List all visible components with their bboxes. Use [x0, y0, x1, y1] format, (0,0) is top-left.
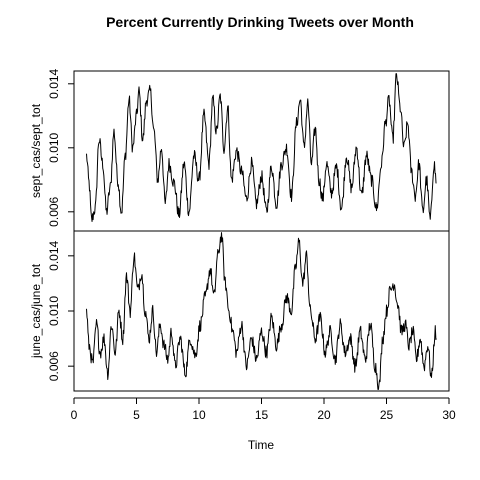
- x-tick-label: 30: [442, 408, 456, 422]
- y-tick-label: 0.014: [47, 240, 61, 270]
- y-tick-label: 0.010: [47, 296, 61, 326]
- y-tick-label: 0.006: [47, 351, 61, 381]
- y-axis-label: june_cas/june_tot: [29, 263, 43, 359]
- x-tick-label: 5: [133, 408, 140, 422]
- x-tick-label: 10: [192, 408, 206, 422]
- panel-1: 0.006 0.010 0.014 sept_cas/sept_tot: [29, 68, 450, 232]
- series-line: [86, 232, 437, 390]
- panel-2: 0.006 0.010 0.014 june_cas/june_tot: [29, 230, 450, 392]
- x-tick-label: 0: [71, 408, 78, 422]
- x-tick-label: 15: [255, 408, 269, 422]
- chart-title: Percent Currently Drinking Tweets over M…: [106, 14, 414, 30]
- x-tick-label: 25: [380, 408, 394, 422]
- panels: 0.0060.0100.014sept_cas/sept_tot0.0060.0…: [29, 68, 450, 392]
- panel-frame: [73, 70, 450, 232]
- y-tick-label: 0.010: [47, 132, 61, 162]
- x-axis-label: Time: [248, 438, 275, 452]
- x-tick-label: 20: [317, 408, 331, 422]
- y-tick-label: 0.014: [47, 68, 61, 98]
- y-axis-label: sept_cas/sept_tot: [29, 103, 43, 198]
- y-tick-label: 0.006: [47, 196, 61, 226]
- series-line: [86, 73, 437, 222]
- x-axis: 0 5 10 15 20 25 30: [71, 397, 456, 422]
